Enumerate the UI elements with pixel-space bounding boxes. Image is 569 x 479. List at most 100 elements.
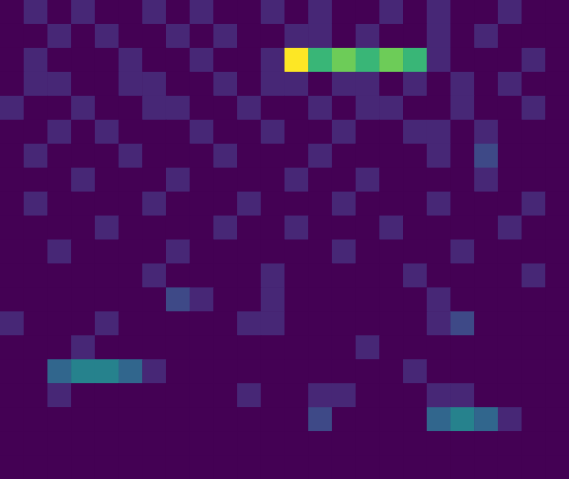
heatmap-cell — [237, 431, 261, 455]
heatmap-cell — [166, 383, 190, 407]
heatmap-cell — [356, 383, 380, 407]
heatmap-cell — [356, 240, 380, 264]
heatmap-cell — [474, 455, 498, 479]
heatmap-cell — [0, 359, 24, 383]
heatmap-cell — [356, 48, 380, 72]
heatmap-cell — [450, 431, 474, 455]
heatmap-cell — [261, 48, 285, 72]
heatmap-cell — [522, 120, 546, 144]
heatmap-cell — [142, 311, 166, 335]
heatmap-cell — [379, 48, 403, 72]
heatmap-cell — [261, 359, 285, 383]
heatmap-cell — [119, 383, 143, 407]
heatmap-cell — [308, 48, 332, 72]
heatmap-cell — [24, 359, 48, 383]
heatmap-cell — [285, 72, 309, 96]
heatmap-cell — [522, 407, 546, 431]
heatmap-cell — [379, 407, 403, 431]
heatmap-cell — [545, 216, 569, 240]
heatmap-cell — [379, 240, 403, 264]
heatmap-cell — [427, 407, 451, 431]
heatmap-cell — [261, 431, 285, 455]
heatmap-cell — [379, 431, 403, 455]
heatmap-cell — [261, 287, 285, 311]
heatmap-cell — [285, 48, 309, 72]
heatmap-cell — [261, 0, 285, 24]
heatmap-cell — [24, 263, 48, 287]
heatmap-cell — [261, 263, 285, 287]
heatmap-cell — [450, 263, 474, 287]
heatmap-cell — [261, 383, 285, 407]
heatmap-cell — [95, 72, 119, 96]
heatmap-cell — [71, 263, 95, 287]
heatmap-cell — [71, 455, 95, 479]
heatmap-cell — [450, 407, 474, 431]
heatmap-cell — [95, 287, 119, 311]
heatmap-cell — [190, 311, 214, 335]
heatmap-cell — [166, 24, 190, 48]
heatmap-cell — [142, 263, 166, 287]
heatmap-cell — [190, 263, 214, 287]
heatmap-cell — [0, 144, 24, 168]
heatmap-cell — [332, 96, 356, 120]
heatmap-cell — [545, 455, 569, 479]
heatmap-cell — [95, 216, 119, 240]
heatmap-cell — [142, 120, 166, 144]
heatmap-cell — [213, 240, 237, 264]
heatmap-cell — [308, 263, 332, 287]
heatmap-cell — [356, 192, 380, 216]
heatmap-cell — [0, 168, 24, 192]
heatmap-cell — [24, 48, 48, 72]
heatmap-cell — [379, 96, 403, 120]
heatmap-cell — [308, 431, 332, 455]
heatmap-cell — [545, 192, 569, 216]
heatmap-cell — [47, 383, 71, 407]
heatmap-cell — [24, 0, 48, 24]
heatmap-cell — [24, 335, 48, 359]
heatmap-cell — [24, 144, 48, 168]
heatmap-cell — [24, 383, 48, 407]
heatmap-cell — [166, 455, 190, 479]
heatmap-cell — [522, 96, 546, 120]
heatmap-cell — [403, 168, 427, 192]
heatmap-cell — [356, 287, 380, 311]
heatmap-cell — [24, 407, 48, 431]
heatmap-cell — [379, 287, 403, 311]
heatmap-cell — [237, 263, 261, 287]
heatmap-cell — [308, 144, 332, 168]
heatmap-cell — [142, 359, 166, 383]
heatmap-cell — [47, 216, 71, 240]
heatmap-cell — [522, 431, 546, 455]
heatmap-cell — [498, 240, 522, 264]
heatmap-cell — [427, 240, 451, 264]
heatmap-cell — [119, 263, 143, 287]
heatmap-cell — [379, 216, 403, 240]
heatmap-cell — [119, 96, 143, 120]
heatmap-cell — [545, 96, 569, 120]
heatmap-cell — [427, 287, 451, 311]
heatmap-cell — [285, 216, 309, 240]
heatmap-cell — [308, 287, 332, 311]
heatmap-cell — [356, 359, 380, 383]
heatmap-cell — [450, 120, 474, 144]
heatmap-cell — [95, 455, 119, 479]
heatmap-cell — [379, 263, 403, 287]
heatmap-cell — [71, 192, 95, 216]
heatmap-cell — [332, 120, 356, 144]
heatmap-cell — [285, 407, 309, 431]
heatmap-cell — [213, 120, 237, 144]
heatmap-cell — [285, 96, 309, 120]
heatmap-cell — [0, 96, 24, 120]
heatmap-cell — [47, 407, 71, 431]
heatmap-cell — [522, 383, 546, 407]
heatmap-cell — [119, 168, 143, 192]
heatmap-cell — [522, 359, 546, 383]
heatmap-cell — [356, 335, 380, 359]
heatmap-cell — [142, 335, 166, 359]
heatmap-cell — [95, 144, 119, 168]
heatmap-cell — [213, 383, 237, 407]
heatmap-cell — [308, 216, 332, 240]
heatmap-cell — [166, 168, 190, 192]
heatmap-cell — [190, 96, 214, 120]
heatmap-cell — [166, 431, 190, 455]
